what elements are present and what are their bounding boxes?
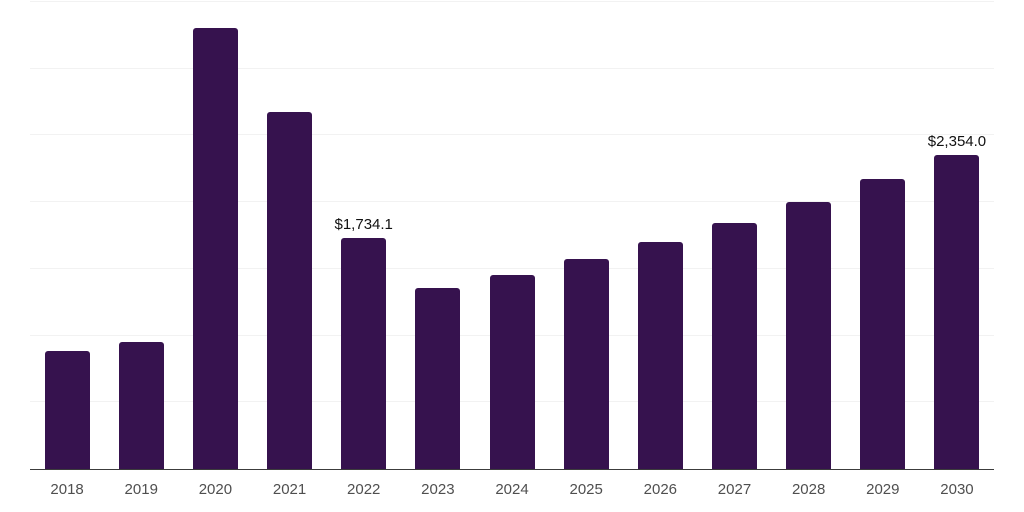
bar-2019 — [118, 342, 164, 469]
bars-row: $1,734.1 $2,354.0 — [30, 2, 994, 469]
gridline — [30, 201, 994, 203]
bar-slot-2027 — [697, 2, 771, 469]
bar-slot-2030: $2,354.0 — [920, 2, 994, 469]
x-tick-label-2023: 2023 — [421, 481, 455, 498]
bar-value-label-2030: $2,354.0 — [927, 132, 987, 150]
bar-slot-2026 — [623, 2, 697, 469]
bar-2018 — [44, 350, 90, 469]
bar-value-label-2022: $1,734.1 — [334, 215, 393, 233]
x-tick-label-2027: 2027 — [717, 481, 752, 498]
bar-2025 — [563, 258, 609, 469]
bar-2029 — [860, 178, 906, 469]
bar-slot-2019 — [104, 2, 178, 469]
bar-2030 — [934, 154, 980, 469]
bar-slot-2025 — [549, 2, 623, 469]
bar-slot-2024 — [475, 2, 549, 469]
bar-2028 — [786, 201, 832, 469]
x-tick-label-2026: 2026 — [643, 481, 678, 498]
x-tick-label-2019: 2019 — [124, 481, 158, 498]
bar-slot-2029 — [846, 2, 920, 469]
x-tick-label-2018: 2018 — [50, 481, 84, 498]
bar-slot-2020 — [178, 2, 252, 469]
bar-2024 — [489, 274, 535, 469]
x-tick-label-2022: 2022 — [347, 481, 381, 498]
bar-2022 — [341, 237, 387, 469]
bar-slot-2018 — [30, 2, 104, 469]
bar-slot-2028 — [772, 2, 846, 469]
x-axis: 2018 2019 2020 2021 2022 2023 2024 2025 2026 2027… — [30, 482, 994, 497]
gridline — [30, 134, 994, 136]
gridline — [30, 1, 994, 2]
x-tick-label-2029: 2029 — [866, 481, 900, 498]
x-tick-label-2028: 2028 — [791, 481, 826, 498]
x-tick-label-2020: 2020 — [198, 481, 233, 498]
x-tick-label-2021: 2021 — [272, 481, 307, 498]
bar-2023 — [415, 287, 461, 469]
bar-slot-2023 — [401, 2, 475, 469]
bar-2026 — [637, 241, 683, 469]
bar-2027 — [711, 222, 757, 469]
x-tick-label-2025: 2025 — [569, 481, 603, 498]
x-tick-label-2024: 2024 — [495, 481, 529, 498]
gridline — [30, 67, 994, 69]
bar-2020 — [192, 28, 238, 469]
plot-area: $1,734.1 $2,354.0 — [30, 1, 994, 470]
bar-2021 — [267, 112, 313, 469]
gridline — [30, 267, 994, 269]
x-tick-label-2030: 2030 — [940, 481, 974, 498]
bar-slot-2021 — [252, 2, 326, 469]
bar-slot-2022: $1,734.1 — [327, 2, 401, 469]
